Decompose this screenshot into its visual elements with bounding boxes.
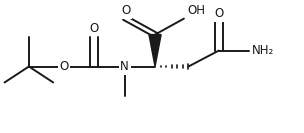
Text: O: O [214, 7, 223, 20]
Text: O: O [59, 60, 68, 73]
Text: N: N [120, 60, 129, 73]
Text: O: O [90, 22, 99, 35]
Text: NH₂: NH₂ [252, 44, 275, 57]
Text: O: O [122, 4, 131, 17]
Polygon shape [149, 35, 161, 66]
Text: OH: OH [187, 4, 205, 17]
